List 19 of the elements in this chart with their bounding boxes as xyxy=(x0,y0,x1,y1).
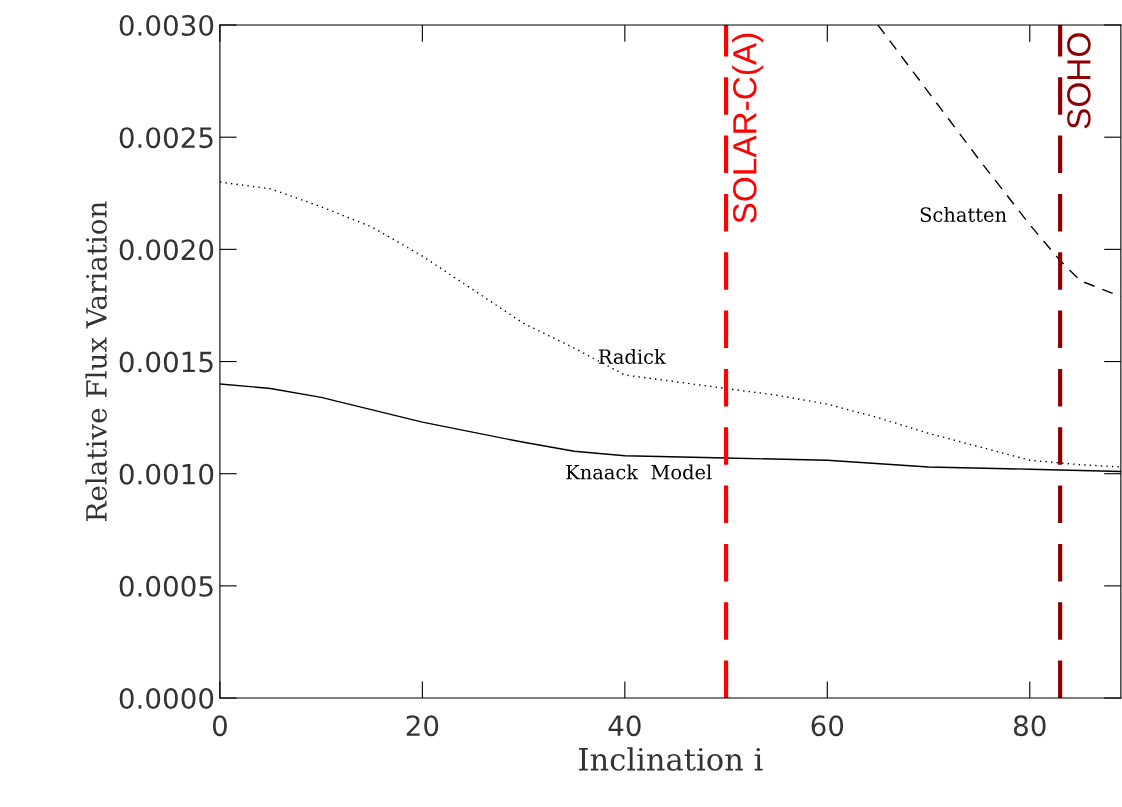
ref-line-label: SOLAR-C(A) xyxy=(732,33,764,223)
y-tick-label: 0.0015 xyxy=(119,351,213,373)
ref-line-label: SOHO xyxy=(1067,33,1091,129)
y-tick-label: 0.0000 xyxy=(119,687,214,709)
y-tick-label: 0.0025 xyxy=(119,127,213,149)
y-tick-label: 0.0005 xyxy=(119,575,213,597)
series-label: Radick xyxy=(598,348,666,364)
y-tick-label: 0.0010 xyxy=(119,463,214,485)
y-tick-label: 0.0020 xyxy=(119,239,214,261)
y-axis-title: Relative Flux Variation xyxy=(85,201,107,521)
x-axis-title: Inclination i xyxy=(579,747,763,771)
y-tick-label: 0.0030 xyxy=(119,14,214,36)
x-tick-label: 60 xyxy=(811,715,844,737)
x-tick-label: 0 xyxy=(212,715,227,737)
x-tick-label: 20 xyxy=(406,715,439,737)
series-label: Knaack Model xyxy=(566,464,712,480)
x-tick-label: 40 xyxy=(608,715,641,737)
series-label: Schatten xyxy=(920,206,1007,222)
x-tick-label: 80 xyxy=(1013,715,1046,737)
